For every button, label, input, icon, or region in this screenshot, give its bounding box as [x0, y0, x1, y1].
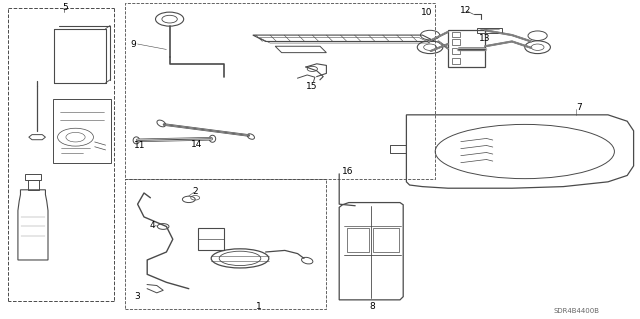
Bar: [28, 180, 39, 190]
Text: 4: 4: [149, 221, 155, 230]
Bar: [477, 28, 502, 33]
Text: 12: 12: [460, 6, 471, 15]
Bar: [452, 58, 460, 64]
Bar: [53, 99, 111, 163]
Text: 10: 10: [420, 8, 432, 17]
Text: 9: 9: [130, 40, 136, 48]
Text: 15: 15: [306, 82, 317, 91]
Bar: [347, 228, 369, 252]
Text: 7: 7: [576, 103, 582, 112]
Text: 1: 1: [256, 302, 262, 311]
Text: 2: 2: [192, 187, 198, 196]
Text: SDR4B4400B: SDR4B4400B: [553, 308, 599, 314]
Bar: [25, 174, 41, 180]
Text: 5: 5: [63, 3, 68, 11]
Text: 11: 11: [134, 141, 146, 150]
Text: 3: 3: [134, 292, 140, 300]
Text: 13: 13: [479, 34, 490, 43]
Text: 16: 16: [342, 167, 354, 176]
Text: 8: 8: [369, 302, 375, 311]
Text: 14: 14: [191, 140, 202, 149]
Bar: [452, 39, 460, 45]
Bar: [198, 228, 224, 250]
Bar: [373, 228, 399, 252]
Bar: [452, 48, 460, 54]
Bar: [452, 32, 460, 37]
Bar: [448, 30, 485, 67]
